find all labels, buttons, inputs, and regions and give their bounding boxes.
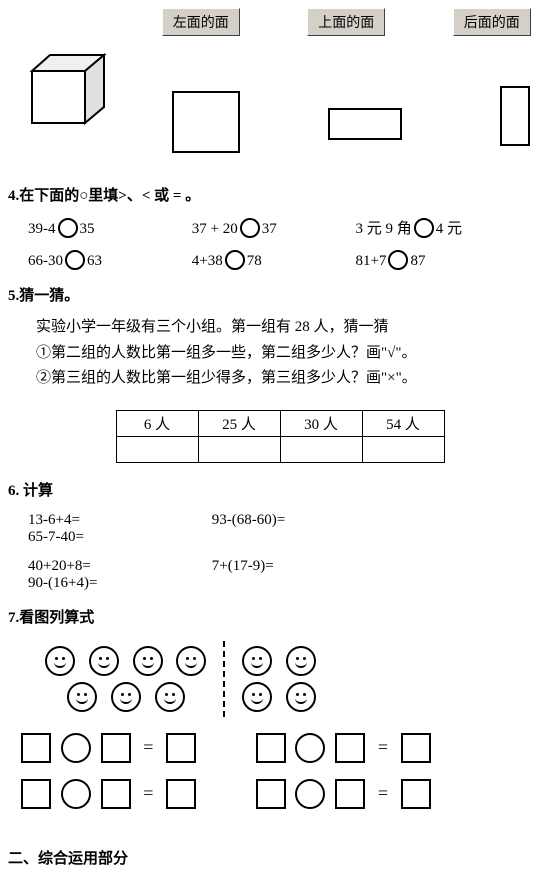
q4-r2-b: 63 bbox=[87, 253, 102, 269]
blank-operator-circle[interactable] bbox=[295, 779, 325, 809]
q6-r2-b: 7+(17-9)= bbox=[212, 558, 392, 575]
q6-title: 6. 计算 bbox=[0, 471, 560, 506]
q5-answer-3[interactable] bbox=[280, 436, 362, 462]
smiley-icon bbox=[242, 682, 272, 712]
rectangle-3 bbox=[500, 86, 530, 146]
shapes-row bbox=[0, 46, 560, 176]
face-back-button[interactable]: 后面的面 bbox=[453, 8, 531, 36]
cube-icon bbox=[22, 51, 112, 136]
q4-title: 4.在下面的○里填>、< 或 = 。 bbox=[0, 176, 560, 211]
q4-r2-c: 4+38 bbox=[192, 253, 223, 269]
q4-r2-d: 78 bbox=[247, 253, 262, 269]
blank-circle-icon[interactable] bbox=[58, 218, 78, 238]
blank-square[interactable] bbox=[256, 733, 286, 763]
blank-square[interactable] bbox=[256, 779, 286, 809]
blank-circle-icon[interactable] bbox=[225, 250, 245, 270]
q4-r1-a: 39-4 bbox=[28, 221, 56, 237]
blank-square[interactable] bbox=[401, 733, 431, 763]
smiley-icon bbox=[133, 646, 163, 676]
smiley-diagram bbox=[0, 633, 560, 725]
smiley-icon bbox=[242, 646, 272, 676]
smiley-icon bbox=[155, 682, 185, 712]
q4-r1-e: 3 元 9 角 bbox=[356, 221, 412, 237]
smiley-icon bbox=[67, 682, 97, 712]
blank-operator-circle[interactable] bbox=[61, 733, 91, 763]
table-row: 6 人 25 人 30 人 54 人 bbox=[116, 410, 444, 436]
blank-square[interactable] bbox=[21, 733, 51, 763]
q7-title: 7.看图列算式 bbox=[0, 598, 560, 633]
formula-row-1: = = bbox=[0, 725, 560, 771]
section-2-title: 二、综合运用部分 bbox=[0, 817, 560, 878]
blank-circle-icon[interactable] bbox=[240, 218, 260, 238]
q4-r2-f: 87 bbox=[410, 253, 425, 269]
smiley-icon bbox=[286, 646, 316, 676]
blank-square[interactable] bbox=[101, 733, 131, 763]
q5-cell-2: 25 人 bbox=[198, 410, 280, 436]
q6-r2-c: 90-(16+4)= bbox=[28, 575, 208, 592]
rectangle-1 bbox=[172, 91, 240, 153]
q5-line3: ②第三组的人数比第一组少得多，第三组多少人？画"×"。 bbox=[36, 366, 560, 392]
blank-square[interactable] bbox=[101, 779, 131, 809]
q6-r1-c: 65-7-40= bbox=[28, 529, 208, 546]
q5-line1: 实验小学一年级有三个小组。第一组有 28 人，猜一猜 bbox=[36, 315, 560, 341]
q4-r1-f: 4 元 bbox=[436, 221, 462, 237]
q4-row2: 66-30 63 4+38 78 81+7 87 bbox=[0, 244, 560, 276]
face-left-button[interactable]: 左面的面 bbox=[162, 8, 240, 36]
q6-r1-b: 93-(68-60)= bbox=[212, 512, 392, 529]
smiley-icon bbox=[111, 682, 141, 712]
q4-row1: 39-4 35 37 + 20 37 3 元 9 角 4 元 bbox=[0, 211, 560, 244]
q6-row1: 13-6+4= 93-(68-60)= 65-7-40= bbox=[0, 506, 560, 552]
q5-line2: ①第二组的人数比第一组多一些，第二组多少人？画"√"。 bbox=[36, 341, 560, 367]
face-top-button[interactable]: 上面的面 bbox=[307, 8, 385, 36]
q5-answer-1[interactable] bbox=[116, 436, 198, 462]
q4-r1-b: 35 bbox=[80, 221, 95, 237]
equals-sign: = bbox=[378, 737, 388, 758]
q4-r2-a: 66-30 bbox=[28, 253, 63, 269]
smiley-icon bbox=[45, 646, 75, 676]
blank-square[interactable] bbox=[335, 733, 365, 763]
blank-square[interactable] bbox=[401, 779, 431, 809]
rectangle-2 bbox=[328, 108, 402, 140]
q5-cell-4: 54 人 bbox=[362, 410, 444, 436]
equals-sign: = bbox=[143, 737, 153, 758]
q5-table: 6 人 25 人 30 人 54 人 bbox=[116, 410, 445, 463]
q6-row2: 40+20+8= 7+(17-9)= 90-(16+4)= bbox=[0, 552, 560, 598]
q6-r1-a: 13-6+4= bbox=[28, 512, 208, 529]
q4-r1-c: 37 + 20 bbox=[192, 221, 238, 237]
blank-square[interactable] bbox=[166, 733, 196, 763]
q5-answer-4[interactable] bbox=[362, 436, 444, 462]
table-row bbox=[116, 436, 444, 462]
q5-title: 5.猜一猜。 bbox=[0, 276, 560, 311]
header-buttons-row: 左面的面 上面的面 后面的面 bbox=[0, 0, 560, 46]
q4-r1-d: 37 bbox=[262, 221, 277, 237]
smiley-icon bbox=[89, 646, 119, 676]
blank-operator-circle[interactable] bbox=[295, 733, 325, 763]
equals-sign: = bbox=[378, 783, 388, 804]
blank-circle-icon[interactable] bbox=[414, 218, 434, 238]
smiley-icon bbox=[176, 646, 206, 676]
q4-r2-e: 81+7 bbox=[356, 253, 387, 269]
blank-square[interactable] bbox=[335, 779, 365, 809]
equals-sign: = bbox=[143, 783, 153, 804]
blank-square[interactable] bbox=[166, 779, 196, 809]
blank-operator-circle[interactable] bbox=[61, 779, 91, 809]
q5-text: 实验小学一年级有三个小组。第一组有 28 人，猜一猜 ①第二组的人数比第一组多一… bbox=[0, 311, 560, 400]
smiley-icon bbox=[286, 682, 316, 712]
q6-r2-a: 40+20+8= bbox=[28, 558, 208, 575]
blank-circle-icon[interactable] bbox=[388, 250, 408, 270]
blank-square[interactable] bbox=[21, 779, 51, 809]
q5-answer-2[interactable] bbox=[198, 436, 280, 462]
blank-circle-icon[interactable] bbox=[65, 250, 85, 270]
dashed-divider bbox=[223, 641, 225, 717]
q5-cell-1: 6 人 bbox=[116, 410, 198, 436]
q5-cell-3: 30 人 bbox=[280, 410, 362, 436]
formula-row-2: = = bbox=[0, 771, 560, 817]
